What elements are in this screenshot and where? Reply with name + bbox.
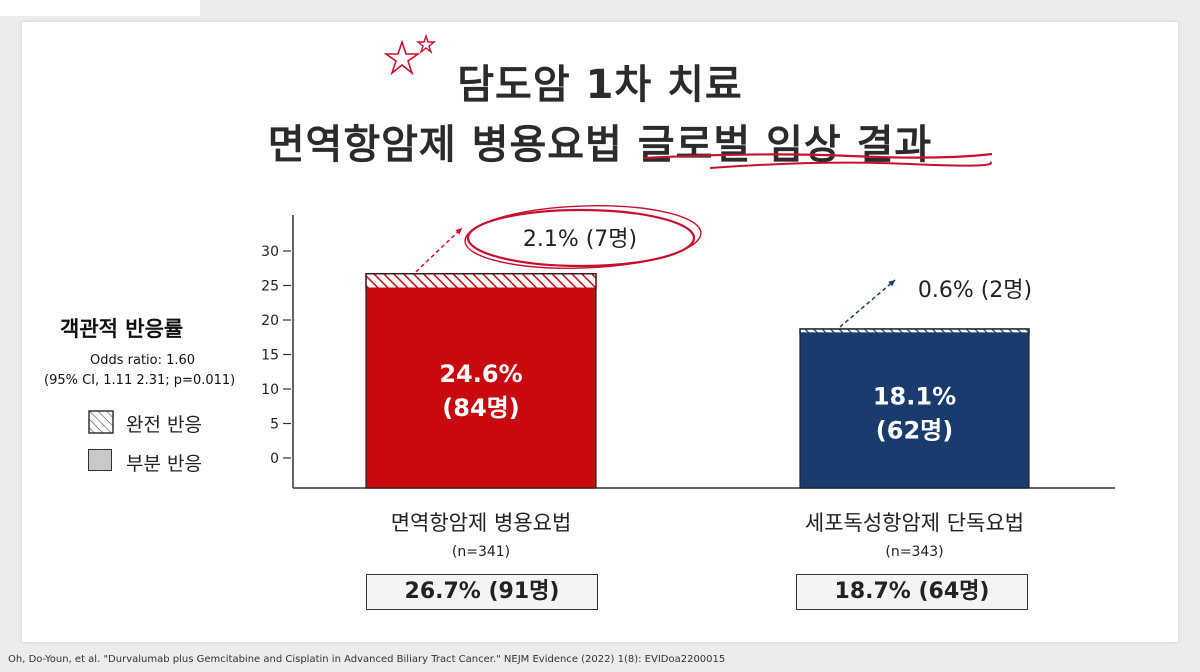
- annotation-arrow: [415, 227, 463, 273]
- annotation-arrowhead-icon: [455, 228, 462, 235]
- legend-complete-swatch: [88, 410, 114, 434]
- legend-complete-label: 완전 반응: [126, 414, 202, 436]
- x-category-label: 세포독성항암제 단독요법: [805, 511, 1024, 535]
- legend-partial-label: 부분 반응: [126, 453, 202, 475]
- confidence-interval-text: (95% CI, 1.11 2.31; p=0.011): [44, 373, 236, 388]
- annotation-arrow: [839, 279, 896, 328]
- bar-partial-value-label: 18.1%: [873, 383, 956, 411]
- corner-decoration: [0, 0, 200, 16]
- y-tick-label: 25: [261, 279, 279, 295]
- y-tick-label: 30: [261, 244, 279, 260]
- summary-box-group2: 18.7% (64명): [796, 574, 1028, 610]
- y-tick-label: 0: [270, 451, 279, 467]
- y-tick-label: 10: [261, 382, 279, 398]
- odds-ratio-text: Odds ratio: 1.60: [90, 353, 196, 368]
- page-title-line1: 담도암 1차 치료: [457, 62, 743, 108]
- complete-response-label: 2.1% (7명): [523, 227, 637, 252]
- bar-partial-response: [800, 333, 1029, 488]
- y-tick-label: 5: [270, 417, 279, 433]
- complete-response-label: 0.6% (2명): [918, 278, 1032, 303]
- page-title-line2: 면역항암제 병용요법 글로벌 임상 결과: [267, 122, 933, 168]
- bar-partial-count-label: (62명): [876, 417, 953, 445]
- bar-outline: [799, 328, 1030, 489]
- highlight-circle-doodle: [464, 205, 702, 269]
- x-category-n-label: (n=341): [452, 544, 510, 560]
- legend-partial-swatch: [88, 449, 112, 471]
- legend-title: 객관적 반응률: [60, 317, 184, 341]
- citation-footnote: Oh, Do-Youn, et al. "Durvalumab plus Gem…: [8, 654, 726, 665]
- summary-box-group1: 26.7% (91명): [366, 574, 598, 610]
- bar-partial-value-label: 24.6%: [439, 360, 522, 388]
- annotation-arrowhead-icon: [888, 280, 895, 287]
- y-tick-label: 15: [261, 348, 279, 364]
- title-underline-doodle: [643, 152, 993, 169]
- bar-complete-response: [365, 273, 597, 290]
- bar-complete-response: [799, 328, 1030, 334]
- x-category-n-label: (n=343): [885, 544, 943, 560]
- bar-partial-count-label: (84명): [442, 394, 519, 422]
- bar-outline: [365, 273, 597, 489]
- star-doodle-icon: [383, 34, 436, 76]
- highlight-circle-doodle: [466, 208, 696, 268]
- y-tick-label: 20: [261, 313, 279, 329]
- bar-partial-response: [366, 288, 596, 488]
- x-category-label: 면역항암제 병용요법: [391, 511, 572, 535]
